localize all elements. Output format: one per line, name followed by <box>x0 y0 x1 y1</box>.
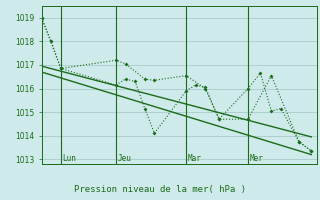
Text: Pression niveau de la mer( hPa ): Pression niveau de la mer( hPa ) <box>74 185 246 194</box>
Text: Lun: Lun <box>62 154 76 163</box>
Text: Mer: Mer <box>249 154 263 163</box>
Text: Jeu: Jeu <box>117 154 131 163</box>
Text: Mar: Mar <box>188 154 201 163</box>
